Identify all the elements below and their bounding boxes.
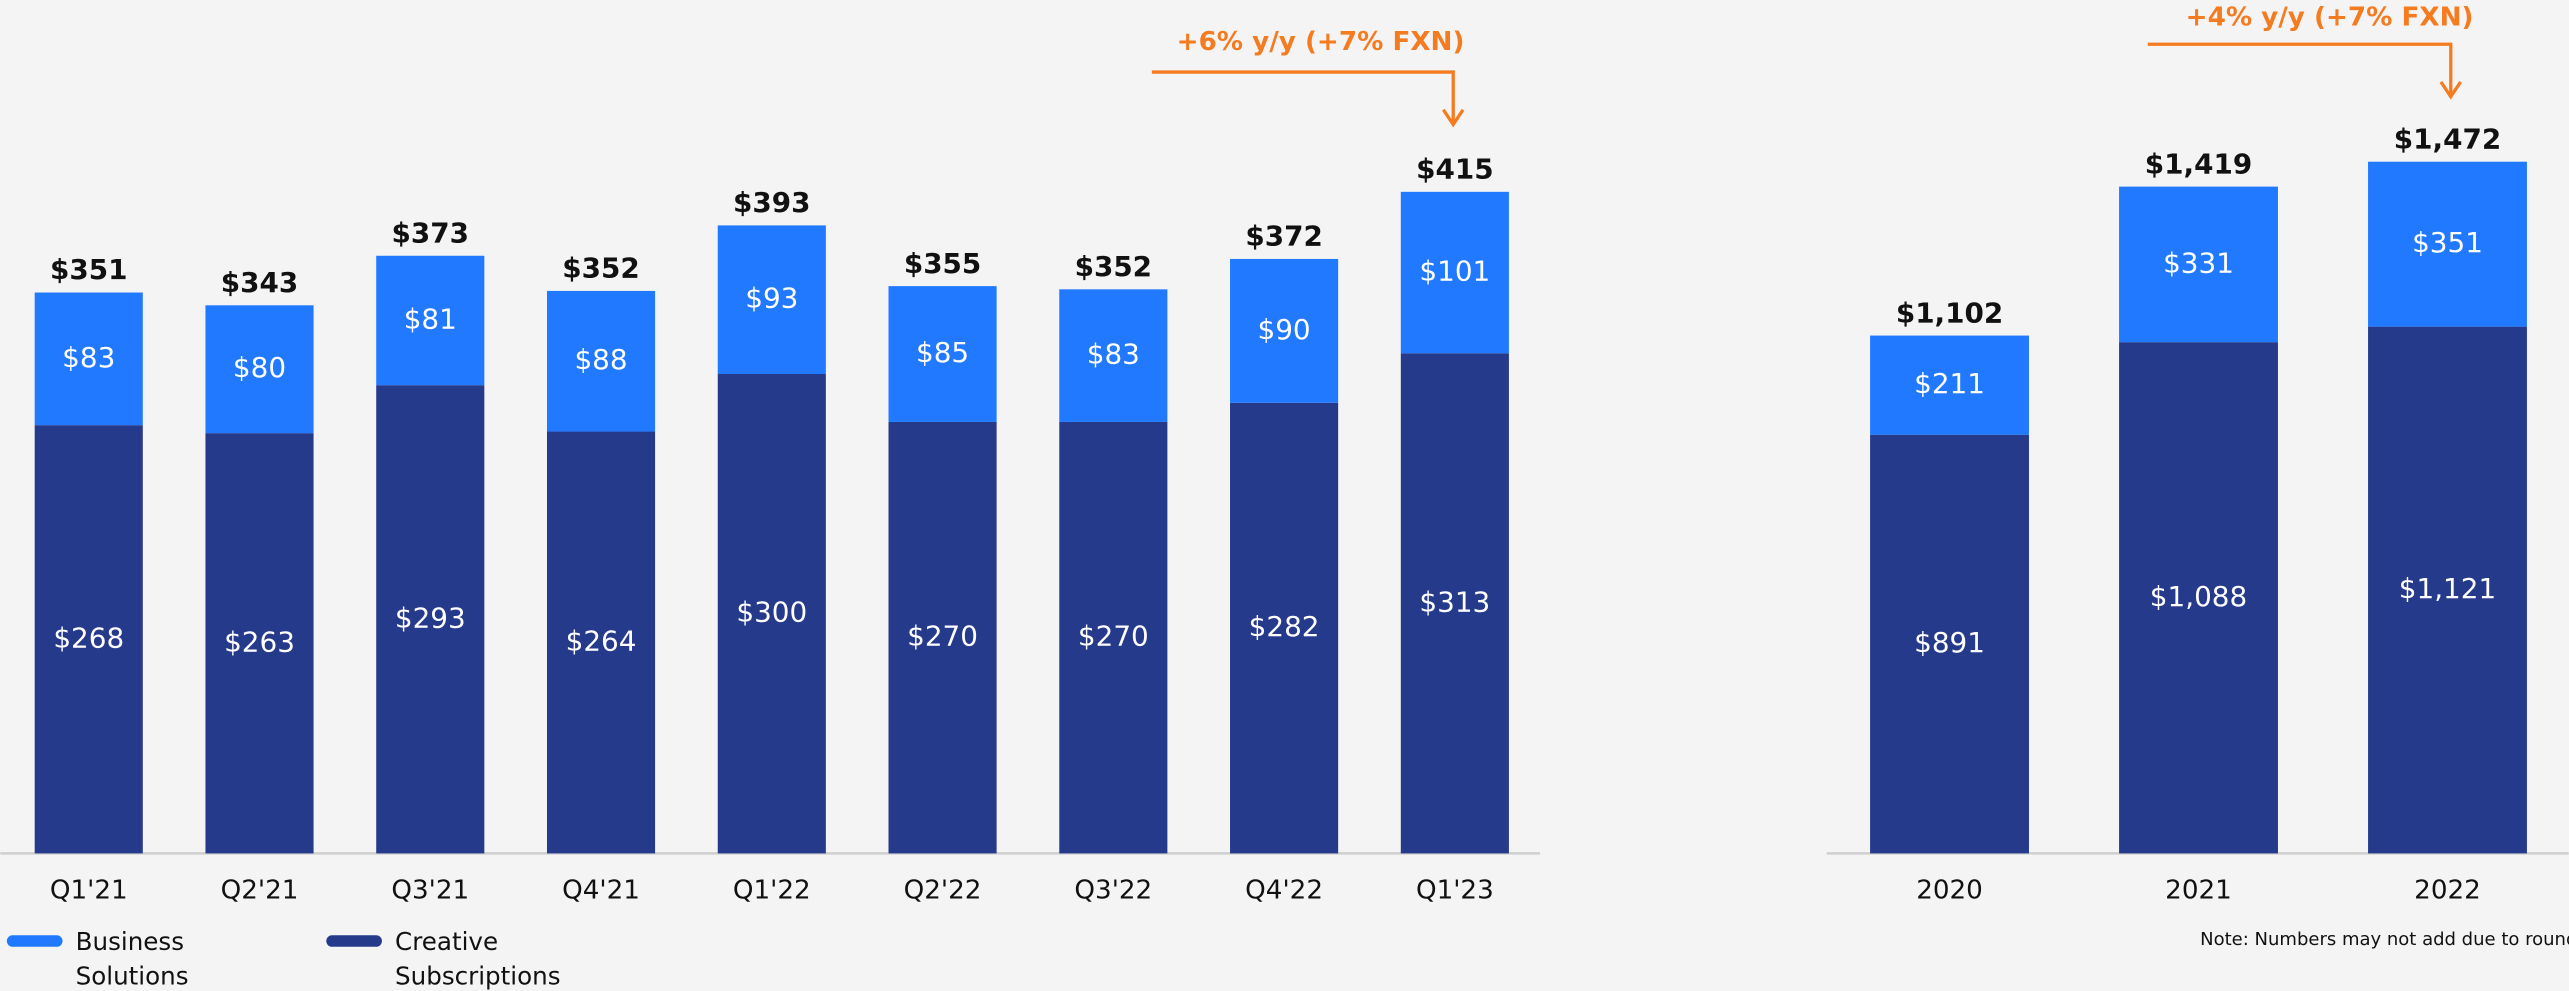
value-label: $88 [574, 343, 627, 376]
bar-segment [376, 385, 485, 854]
value-label: $351 [2412, 226, 2483, 259]
value-label: $268 [53, 621, 124, 654]
annotation: +6% y/y (+7% FXN) [1177, 27, 1465, 57]
arrow-head [2439, 80, 2462, 100]
arrow-head [1442, 108, 1465, 128]
value-label: $293 [395, 601, 466, 634]
bar-segment [1059, 421, 1168, 854]
bar-segment [1230, 258, 1339, 403]
value-label: $1,088 [2150, 580, 2247, 613]
legend-swatch [6, 935, 63, 947]
bar-segment [717, 225, 826, 375]
value-label: $263 [224, 625, 295, 658]
bar-segment [376, 255, 485, 386]
x-tick-label: Q1'23 [1416, 876, 1494, 906]
total-label: $1,102 [1896, 296, 2003, 329]
legend-entry: Creative Subscriptions [395, 927, 561, 991]
annotation-arrow [2147, 42, 2453, 94]
bar-segment [205, 433, 314, 854]
total-label: $393 [733, 186, 810, 219]
total-label: $343 [221, 266, 298, 299]
total-label: $352 [562, 252, 639, 285]
value-label: $300 [736, 596, 807, 629]
value-label: $282 [1249, 610, 1320, 643]
value-label: $270 [1078, 620, 1149, 653]
note: Note: Numbers may not add due to roundin… [2200, 929, 2569, 950]
value-label: $264 [566, 624, 637, 657]
x-tick-label: Q1'22 [733, 876, 811, 906]
bar-segment [546, 431, 656, 854]
value-label: $90 [1258, 313, 1311, 346]
x-tick-label: Q1'21 [50, 876, 128, 906]
legend-entry: Business Solutions [75, 927, 189, 991]
bar-segment [34, 292, 143, 426]
annotation-arrow [1151, 70, 1455, 122]
value-label: $80 [233, 351, 286, 384]
total-label: $351 [50, 253, 127, 286]
x-tick-label: Q3'22 [1074, 876, 1152, 906]
x-tick-label: 2020 [1916, 876, 1983, 906]
value-label: $101 [1419, 255, 1490, 288]
total-label: $355 [904, 247, 981, 280]
value-label: $1,121 [2399, 572, 2496, 605]
value-label: $81 [404, 302, 457, 335]
bar-segment [1870, 434, 2029, 854]
total-label: $1,419 [2145, 147, 2252, 180]
bar-segment [1400, 353, 1509, 854]
legend-label: Business Solutions [75, 927, 189, 991]
x-tick-label: Q4'21 [562, 876, 640, 906]
bar-segment [1059, 289, 1168, 422]
value-label: $83 [1087, 338, 1140, 371]
value-label: $93 [745, 282, 798, 315]
value-label: $211 [1914, 367, 1985, 400]
bar-segment [34, 425, 143, 854]
bar-segment [546, 290, 656, 432]
x-tick-label: Q3'21 [391, 876, 469, 906]
value-label: $891 [1914, 626, 1985, 659]
bar-segment [1400, 191, 1509, 354]
bar-segment [2119, 186, 2278, 343]
bar-segment [888, 286, 997, 422]
total-label: $373 [392, 216, 469, 249]
value-label: $331 [2163, 246, 2234, 279]
x-tick-label: Q4'22 [1245, 876, 1323, 906]
bar-segment [717, 374, 826, 854]
total-label: $352 [1075, 250, 1152, 283]
value-label: $85 [916, 336, 969, 369]
bar-segment [1230, 402, 1339, 854]
legend-label: Creative Subscriptions [395, 927, 561, 991]
bar-segment [2119, 342, 2278, 854]
bar-segment [2368, 161, 2527, 327]
value-label: $83 [62, 341, 115, 374]
annotation: +4% y/y (+7% FXN) [2186, 3, 2474, 33]
bar-segment [1870, 335, 2029, 435]
bar-segment [888, 421, 997, 854]
legend-swatch [326, 935, 382, 947]
x-tick-label: Q2'21 [221, 876, 299, 906]
x-tick-label: 2021 [2165, 876, 2232, 906]
bar-segment [205, 305, 314, 434]
value-label: $313 [1419, 585, 1490, 618]
bar-segment [2368, 326, 2527, 854]
value-label: $270 [907, 620, 978, 653]
total-label: $372 [1245, 220, 1322, 253]
total-label: $1,472 [2394, 122, 2501, 155]
x-tick-label: Q2'22 [904, 876, 982, 906]
total-label: $415 [1416, 153, 1493, 186]
x-tick-label: 2022 [2414, 876, 2481, 906]
